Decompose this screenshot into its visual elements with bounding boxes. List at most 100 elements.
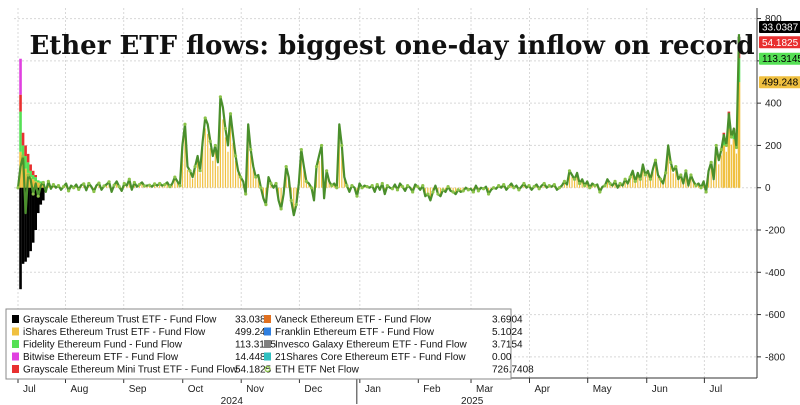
ishares-bar [566,185,568,188]
ishares-bar [708,173,710,188]
ishares-bar [715,151,717,188]
net-flow-point [674,164,678,169]
ishares-bar [164,185,166,188]
net-flow-point [709,160,713,164]
grayscale-stack-bar [36,187,40,214]
y-tick-label: -800 [765,352,785,363]
grayscale-stack-bar [21,187,25,264]
net-flow-point [593,184,597,188]
net-flow-point [517,188,521,192]
net-flow-point [492,186,496,190]
net-flow-point [193,164,197,169]
net-flow-point [724,143,728,148]
net-flow-point [481,187,486,191]
ishares-bar [126,185,128,188]
net-flow-point [537,187,541,191]
ishares-bar [654,164,657,188]
net-flow-point [502,182,506,187]
net-flow-point [127,177,131,181]
ishares-bar [657,176,659,188]
ishares-bar [222,119,224,188]
net-flow-point [436,192,440,196]
net-flow-point [365,185,369,189]
ishares-bar [186,169,189,188]
x-month-label: Mar [476,384,494,395]
net-flow-point [658,177,663,181]
net-flow-point [380,181,384,186]
ishares-bar [171,184,173,188]
ishares-bar [543,184,545,188]
net-flow-point [92,189,96,194]
net-flow-point [112,183,116,187]
ishares-bar [280,187,282,206]
x-month-label: May [593,384,612,395]
ishares-bar [212,160,214,188]
ishares-bar [105,185,108,188]
ishares-bar [338,133,340,188]
net-flow-point [653,158,658,162]
net-flow-point [583,184,587,188]
ishares-bar [154,184,156,188]
ishares-bar [720,155,722,188]
ishares-bar [591,184,593,188]
net-flow-point [289,198,293,202]
net-flow-point [107,180,111,184]
net-flow-point [77,187,81,192]
net-flow-point [461,189,465,193]
net-flow-point [269,181,273,186]
ishares-bar [639,180,641,188]
net-flow-point [325,169,329,173]
net-flow-point [664,171,668,175]
ishares-bar [285,169,287,188]
net-flow-point [223,126,228,131]
x-month-label: Nov [246,384,264,395]
net-flow-point [684,169,688,173]
net-flow-point [446,185,450,189]
net-flow-point [613,179,617,183]
net-flow-point [218,95,222,99]
ishares-bar [632,173,634,188]
net-flow-point [21,154,25,158]
ishares-bar [670,166,672,188]
ishares-bar [176,182,178,188]
ishares-stack-bar [732,139,736,188]
legend-swatch [12,340,19,348]
ishares-bar [439,187,442,195]
ishares-bar [305,182,307,188]
net-flow-point [552,182,556,187]
grayscale_mini-stack-bar [26,153,30,163]
ishares-bar [730,144,733,188]
grayscale-stack-bar [24,187,27,262]
legend-label: Grayscale Ethereum Mini Trust ETF - Fund… [23,365,238,376]
fidelity-stack-bar [26,162,30,173]
net-flow-point [729,135,734,139]
net-flow-point [603,184,607,188]
net-flow-point [679,173,683,177]
net-flow-point [51,182,56,187]
ishares-bar [563,182,566,188]
net-flow-point [638,177,642,181]
net-flow-point [244,192,248,196]
net-flow-point [137,182,142,187]
legend-value: 499.248 [235,327,272,338]
net-flow-point [598,190,602,194]
net-flow-point [476,189,481,193]
net-flow-point [41,180,45,185]
ishares-bar [234,160,237,188]
net-flow-point [426,192,430,196]
ishares-bar [455,187,457,194]
fidelity-stack-bar [31,175,35,180]
net-flow-point [239,175,243,179]
ishares-stack-bar [36,182,40,188]
ishares-bar [343,178,345,188]
ishares-bar [128,180,130,188]
legend-swatch [12,352,19,361]
legend-label: Fidelity Ethereum Fund - Fund Flow [23,340,183,351]
net-flow-point [345,184,349,188]
net-flow-point [633,179,637,183]
net-flow-point [567,169,572,173]
ishares-bar [219,110,221,188]
grayscale-stack-bar [41,187,45,201]
ishares-bar [207,133,209,188]
net-flow-point [26,173,30,177]
